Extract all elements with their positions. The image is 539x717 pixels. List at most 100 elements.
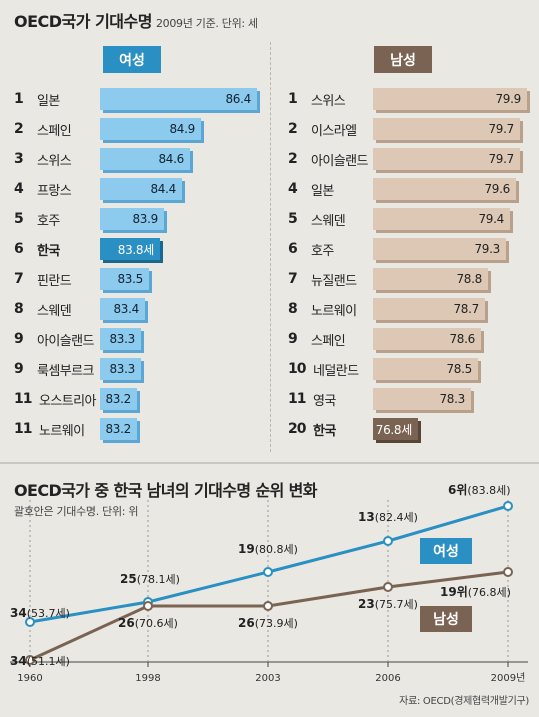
- rank-number: 5: [288, 211, 298, 227]
- country-name: 네덜란드: [313, 363, 359, 379]
- value-label: 84.9: [169, 122, 195, 136]
- country-name: 스페인: [37, 123, 72, 139]
- rank-number: 7: [14, 271, 24, 287]
- rank-number: 11: [14, 421, 32, 437]
- rank-number: 10: [288, 361, 306, 377]
- country-name: 아이슬랜드: [311, 153, 368, 169]
- value-label: 84.6: [158, 152, 184, 166]
- value-bar: 79.4: [373, 208, 510, 230]
- female-badge: 여성: [103, 46, 161, 73]
- country-name: 뉴질랜드: [311, 273, 357, 289]
- male-rank-row: 10 네덜란드 78.5: [288, 355, 527, 383]
- value-label: 79.9: [495, 92, 521, 106]
- trend-note: 괄호안은 기대수명. 단위: 위: [14, 505, 139, 518]
- rank-number: 2: [14, 121, 24, 137]
- male-series-tag-label: 남성: [433, 611, 459, 628]
- value-bar: 76.8세: [373, 418, 418, 440]
- value-bar: 86.4: [100, 88, 257, 110]
- country-name: 호주: [311, 243, 334, 259]
- female-rank-row: 9 아이슬랜드 83.3: [14, 325, 257, 353]
- male-data-label: 19위(76.8세): [440, 585, 511, 599]
- rank-number: 11: [288, 391, 306, 407]
- value-label: 83.2: [105, 392, 131, 406]
- chart-subtitle: 2009년 기준. 단위: 세: [155, 17, 258, 30]
- country-name: 룩셈부르크: [37, 363, 94, 379]
- male-rank-row: 1 스위스 79.9: [288, 85, 527, 113]
- value-bar: 78.3: [373, 388, 471, 410]
- country-name: 한국: [37, 243, 60, 259]
- country-name: 스위스: [37, 153, 72, 169]
- female-rank-row: 11 오스트리아 83.2: [14, 385, 257, 413]
- rank-number: 4: [14, 181, 24, 197]
- country-name: 핀란드: [37, 273, 72, 289]
- section-divider: [0, 462, 539, 464]
- value-label: 79.3: [474, 242, 500, 256]
- rank-number: 9: [14, 331, 24, 347]
- rank-number: 7: [288, 271, 298, 287]
- female-data-label: 13(82.4세): [358, 510, 418, 524]
- country-name: 일본: [311, 183, 334, 199]
- value-bar: 78.8: [373, 268, 488, 290]
- male-data-label: 34(51.1세): [10, 654, 70, 668]
- rank-number: 8: [288, 301, 298, 317]
- value-label: 79.4: [478, 212, 504, 226]
- value-label: 86.4: [225, 92, 251, 106]
- female-data-label: 6위(83.8세): [448, 483, 511, 497]
- male-data-label: 23(75.7세): [358, 597, 418, 611]
- female-rank-row: 4 프랑스 84.4: [14, 175, 257, 203]
- rank-number: 1: [14, 91, 24, 107]
- country-name: 아이슬랜드: [37, 333, 94, 349]
- rank-number: 3: [14, 151, 24, 167]
- male-rank-row: 5 스웨덴 79.4: [288, 205, 527, 233]
- value-label: 76.8세: [375, 422, 413, 437]
- rank-number: 11: [14, 391, 32, 407]
- female-data-point: [25, 617, 35, 627]
- female-data-point: [503, 501, 513, 511]
- country-name: 영국: [313, 393, 336, 409]
- value-bar: 83.5: [100, 268, 149, 290]
- value-bar: 78.7: [373, 298, 485, 320]
- source-note: 자료: OECD(경제협력개발기구): [399, 696, 529, 707]
- value-bar: 83.4: [100, 298, 145, 320]
- value-label: 78.5: [446, 362, 472, 376]
- country-name: 일본: [37, 93, 60, 109]
- country-name: 스웨덴: [37, 303, 72, 319]
- trend-title: OECD국가 중 한국 남녀의 기대수명 순위 변화: [14, 481, 318, 500]
- country-name: 스위스: [311, 93, 346, 109]
- male-series-tag: [420, 606, 472, 632]
- country-name: 호주: [37, 213, 60, 229]
- female-rank-row: 7 핀란드 83.5: [14, 265, 257, 293]
- country-name: 스페인: [311, 333, 346, 349]
- value-label: 83.2: [105, 422, 131, 436]
- female-rank-row: 6 한국 83.8세: [14, 235, 257, 263]
- value-label: 78.7: [453, 302, 479, 316]
- male-rank-row: 11 영국 78.3: [288, 385, 527, 413]
- male-rank-row: 20 한국 76.8세: [288, 415, 527, 443]
- value-bar: 83.9: [100, 208, 164, 230]
- rank-number: 8: [14, 301, 24, 317]
- value-bar: 79.3: [373, 238, 506, 260]
- female-data-label: 25(78.1세): [120, 572, 180, 586]
- female-rank-row: 11 노르웨이 83.2: [14, 415, 257, 443]
- x-tick-label: 2006: [375, 673, 400, 684]
- male-data-point: [143, 601, 153, 611]
- value-label: 79.7: [488, 122, 514, 136]
- male-rank-row: 6 호주 79.3: [288, 235, 527, 263]
- country-name: 노르웨이: [311, 303, 357, 319]
- male-rank-row: 2 이스라엘 79.7: [288, 115, 527, 143]
- x-tick-label: 2009년: [491, 672, 526, 684]
- female-rank-row: 2 스페인 84.9: [14, 115, 257, 143]
- value-bar: 84.9: [100, 118, 201, 140]
- rank-number: 9: [14, 361, 24, 377]
- value-label: 79.7: [488, 152, 514, 166]
- rank-number: 6: [14, 241, 24, 257]
- female-rank-row: 3 스위스 84.6: [14, 145, 257, 173]
- male-data-point: [383, 582, 393, 592]
- rank-number: 1: [288, 91, 298, 107]
- female-rank-row: 8 스웨덴 83.4: [14, 295, 257, 323]
- rank-number: 6: [288, 241, 298, 257]
- value-bar: 83.2: [100, 388, 137, 410]
- male-badge: 남성: [374, 46, 432, 73]
- country-name: 한국: [313, 423, 336, 439]
